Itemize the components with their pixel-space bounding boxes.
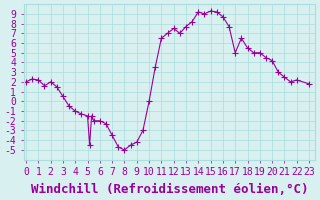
X-axis label: Windchill (Refroidissement éolien,°C): Windchill (Refroidissement éolien,°C)	[31, 183, 308, 196]
